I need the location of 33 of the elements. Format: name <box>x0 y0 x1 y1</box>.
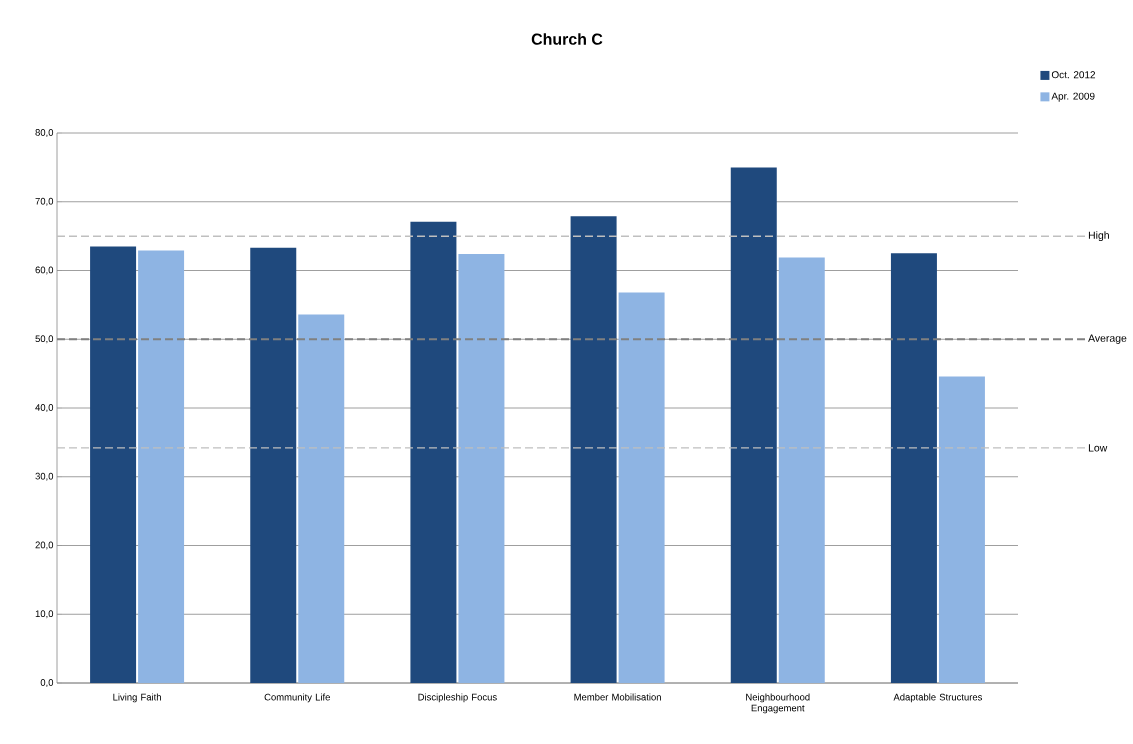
bar <box>730 167 777 683</box>
y-tick-label: 80,0 <box>35 129 54 137</box>
legend-label: Oct. 2012 <box>1051 71 1096 79</box>
y-tick-label: 70,0 <box>35 197 54 206</box>
x-tick-label: Discipleship Focus <box>418 693 497 703</box>
y-tick-label: 0,0 <box>40 679 54 687</box>
y-tick-label: 10,0 <box>35 610 54 619</box>
ref-line-label: Low <box>1088 444 1108 452</box>
bar <box>138 250 185 683</box>
bar <box>250 247 297 683</box>
bar <box>90 246 137 683</box>
y-tick-label: 60,0 <box>35 266 54 275</box>
bar <box>778 257 825 683</box>
x-tick-label: Neighbourhood Engagement <box>746 693 810 714</box>
bar <box>298 314 345 683</box>
bar <box>890 253 937 683</box>
y-tick-label: 20,0 <box>35 541 54 550</box>
bar <box>618 292 665 683</box>
chart-title: Church C <box>531 33 603 45</box>
legend-label: Apr. 2009 <box>1051 92 1095 102</box>
bar <box>938 376 985 683</box>
x-tick-label: Community Life <box>264 693 330 703</box>
ref-line-label: Average <box>1088 334 1127 344</box>
bar <box>458 254 505 683</box>
x-tick-label: Adaptable Structures <box>893 693 983 703</box>
y-tick-label: 50,0 <box>35 335 54 344</box>
ref-line-label: High <box>1088 231 1109 241</box>
x-tick-label: Member Mobilisation <box>574 693 661 701</box>
bar <box>410 221 457 683</box>
y-tick-label: 40,0 <box>35 404 54 412</box>
y-tick-label: 30,0 <box>35 472 54 481</box>
x-tick-label: Living Faith <box>113 693 161 703</box>
bar <box>570 216 617 683</box>
